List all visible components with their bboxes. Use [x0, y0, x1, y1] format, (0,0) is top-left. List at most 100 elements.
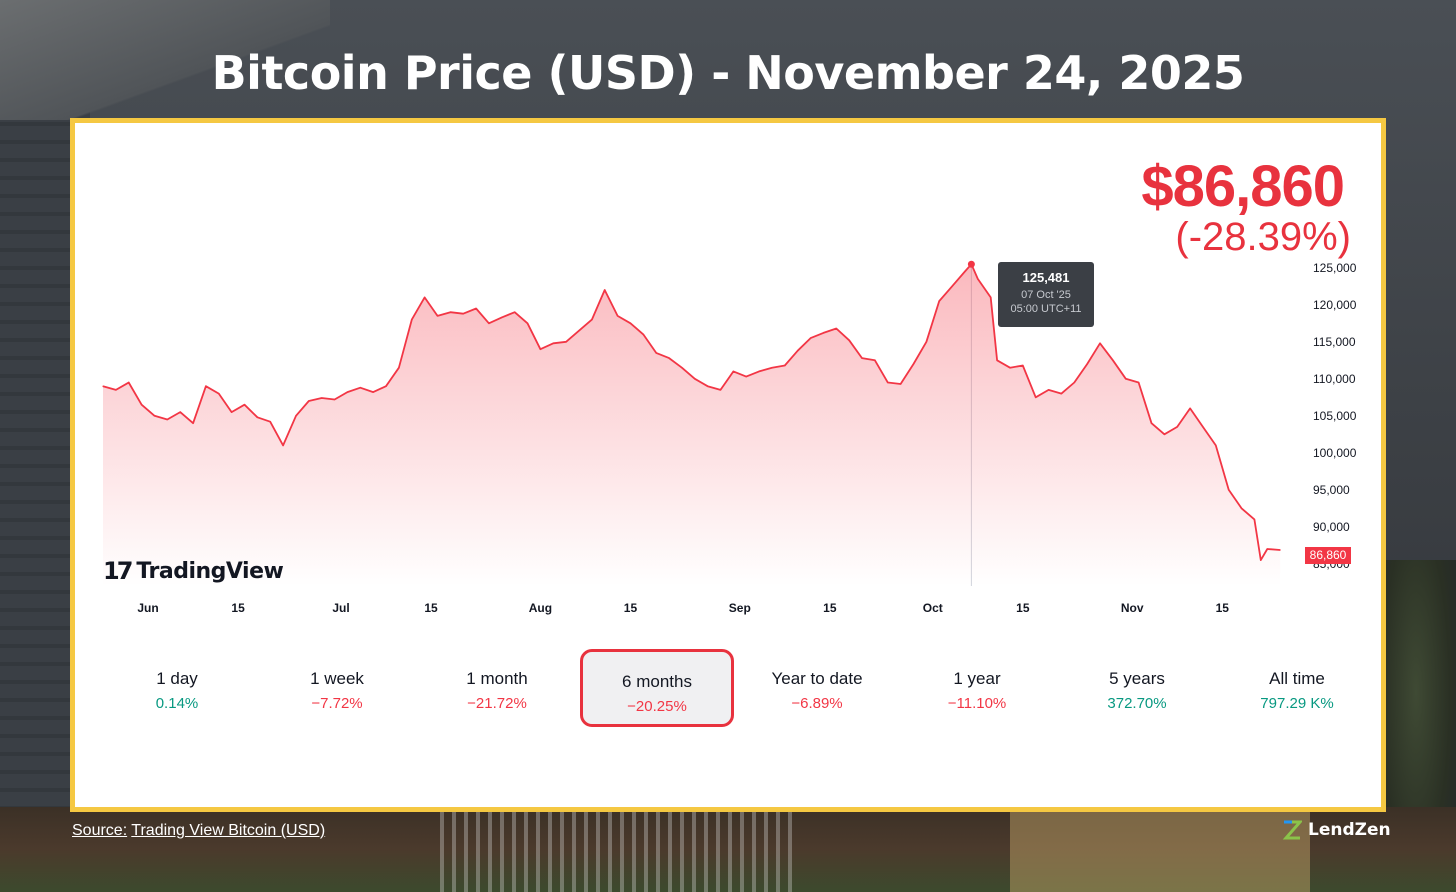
chart-card: $86,860 (-28.39%) 85,00090,00095,000100,…	[70, 118, 1386, 812]
price-point	[1150, 422, 1153, 424]
period-change: 0.14%	[155, 695, 199, 712]
price-point	[1112, 359, 1114, 361]
price-point	[668, 357, 670, 359]
period-1-week[interactable]: 1 week −7.72%	[260, 649, 414, 727]
background-roof	[0, 0, 330, 120]
price-point	[681, 367, 683, 369]
period-change: −11.10%	[947, 695, 1007, 712]
price-point	[153, 415, 156, 417]
price-point	[732, 370, 734, 372]
price-point	[887, 381, 889, 384]
price-point	[346, 391, 349, 393]
price-point	[604, 289, 606, 291]
price-point	[900, 383, 902, 385]
tradingview-logo: 17 TradingView	[103, 557, 284, 585]
price-point	[1189, 407, 1191, 409]
price-point	[925, 341, 927, 343]
period-label: 1 month	[466, 669, 528, 688]
price-point	[1009, 367, 1011, 369]
period-year-to-date[interactable]: Year to date −6.89%	[740, 649, 894, 727]
price-point	[1266, 548, 1268, 550]
price-point	[642, 333, 644, 335]
price-point	[578, 330, 580, 332]
source-link[interactable]: Trading View Bitcoin (USD)	[131, 822, 326, 839]
y-tick-label: 120,000	[1313, 298, 1357, 312]
price-point	[1060, 393, 1063, 395]
price-point	[1047, 389, 1050, 391]
price-point	[462, 313, 464, 315]
tooltip-time: 05:00 UTC+11	[1010, 303, 1082, 315]
period-label: Year to date	[771, 669, 863, 688]
price-point	[514, 311, 516, 313]
price-area-fill	[103, 264, 1281, 586]
background-fence	[440, 812, 800, 892]
x-tick-label: Jul	[332, 601, 349, 615]
price-point	[526, 322, 529, 324]
price-point	[797, 350, 799, 352]
period-1-month[interactable]: 1 month −21.72%	[420, 649, 574, 727]
price-point	[192, 422, 194, 424]
period-5-years[interactable]: 5 years 372.70%	[1060, 649, 1214, 727]
price-point	[1163, 433, 1165, 435]
price-point	[1253, 518, 1256, 520]
x-tick-label: Oct	[923, 601, 943, 615]
y-tick-label: 115,000	[1313, 335, 1356, 349]
price-point	[128, 381, 130, 384]
price-point	[449, 311, 451, 313]
period-1-year[interactable]: 1 year −11.10%	[900, 649, 1054, 727]
price-point	[1202, 426, 1204, 428]
source-credit: Source: Trading View Bitcoin (USD)	[72, 822, 325, 840]
price-point	[771, 367, 773, 369]
period-change: 372.70%	[1107, 695, 1167, 712]
period-1-day[interactable]: 1 day 0.14%	[100, 649, 254, 727]
y-tick-label: 95,000	[1313, 483, 1350, 497]
price-point	[308, 400, 310, 402]
price-point	[848, 339, 850, 341]
price-point	[835, 327, 837, 330]
price-point	[1099, 342, 1101, 344]
lendzen-icon	[1282, 820, 1302, 840]
background-house-right	[1010, 812, 1310, 892]
price-point	[102, 385, 104, 387]
price-point	[501, 316, 503, 318]
x-tick-label: 15	[1016, 601, 1030, 615]
price-chart: 85,00090,00095,000100,000105,000110,0001…	[102, 260, 1357, 615]
period-label: 5 years	[1109, 669, 1165, 688]
current-price: $86,860	[1141, 154, 1345, 219]
y-tick-label: 125,000	[1313, 261, 1357, 275]
period-label: 6 months	[622, 672, 692, 691]
price-point	[1125, 378, 1127, 380]
price-point	[1176, 426, 1178, 428]
y-tick-label: 90,000	[1313, 520, 1350, 534]
price-point	[295, 415, 297, 417]
price-point	[552, 342, 554, 344]
price-point	[269, 421, 271, 423]
price-point	[861, 357, 863, 359]
price-point	[1138, 381, 1140, 384]
y-tick-label: 100,000	[1313, 446, 1357, 460]
price-point	[1073, 381, 1075, 384]
price-point	[243, 404, 246, 406]
x-tick-label: Jun	[137, 601, 158, 615]
price-point	[1086, 363, 1088, 365]
price-point	[333, 398, 336, 401]
price-point	[758, 370, 760, 372]
background-street	[0, 807, 1456, 892]
price-point	[694, 378, 696, 380]
price-point	[205, 385, 207, 387]
period-selector: 1 day 0.14% 1 week −7.72% 1 month −21.72% 6 mo…	[95, 649, 1361, 729]
period-all-time[interactable]: All time 797.29 K%	[1220, 649, 1374, 727]
price-point	[616, 315, 619, 317]
price-point	[874, 359, 876, 361]
period-6-months[interactable]: 6 months −20.25%	[580, 649, 734, 727]
price-point	[398, 367, 400, 369]
lendzen-logo: LendZen	[1282, 820, 1391, 840]
price-point	[565, 341, 567, 343]
price-point	[970, 263, 972, 265]
x-tick-label: 15	[424, 601, 438, 615]
x-tick-label: Sep	[729, 601, 751, 615]
price-point	[996, 359, 998, 361]
price-point	[424, 296, 426, 298]
price-point	[912, 363, 915, 365]
period-label: 1 week	[310, 669, 364, 688]
